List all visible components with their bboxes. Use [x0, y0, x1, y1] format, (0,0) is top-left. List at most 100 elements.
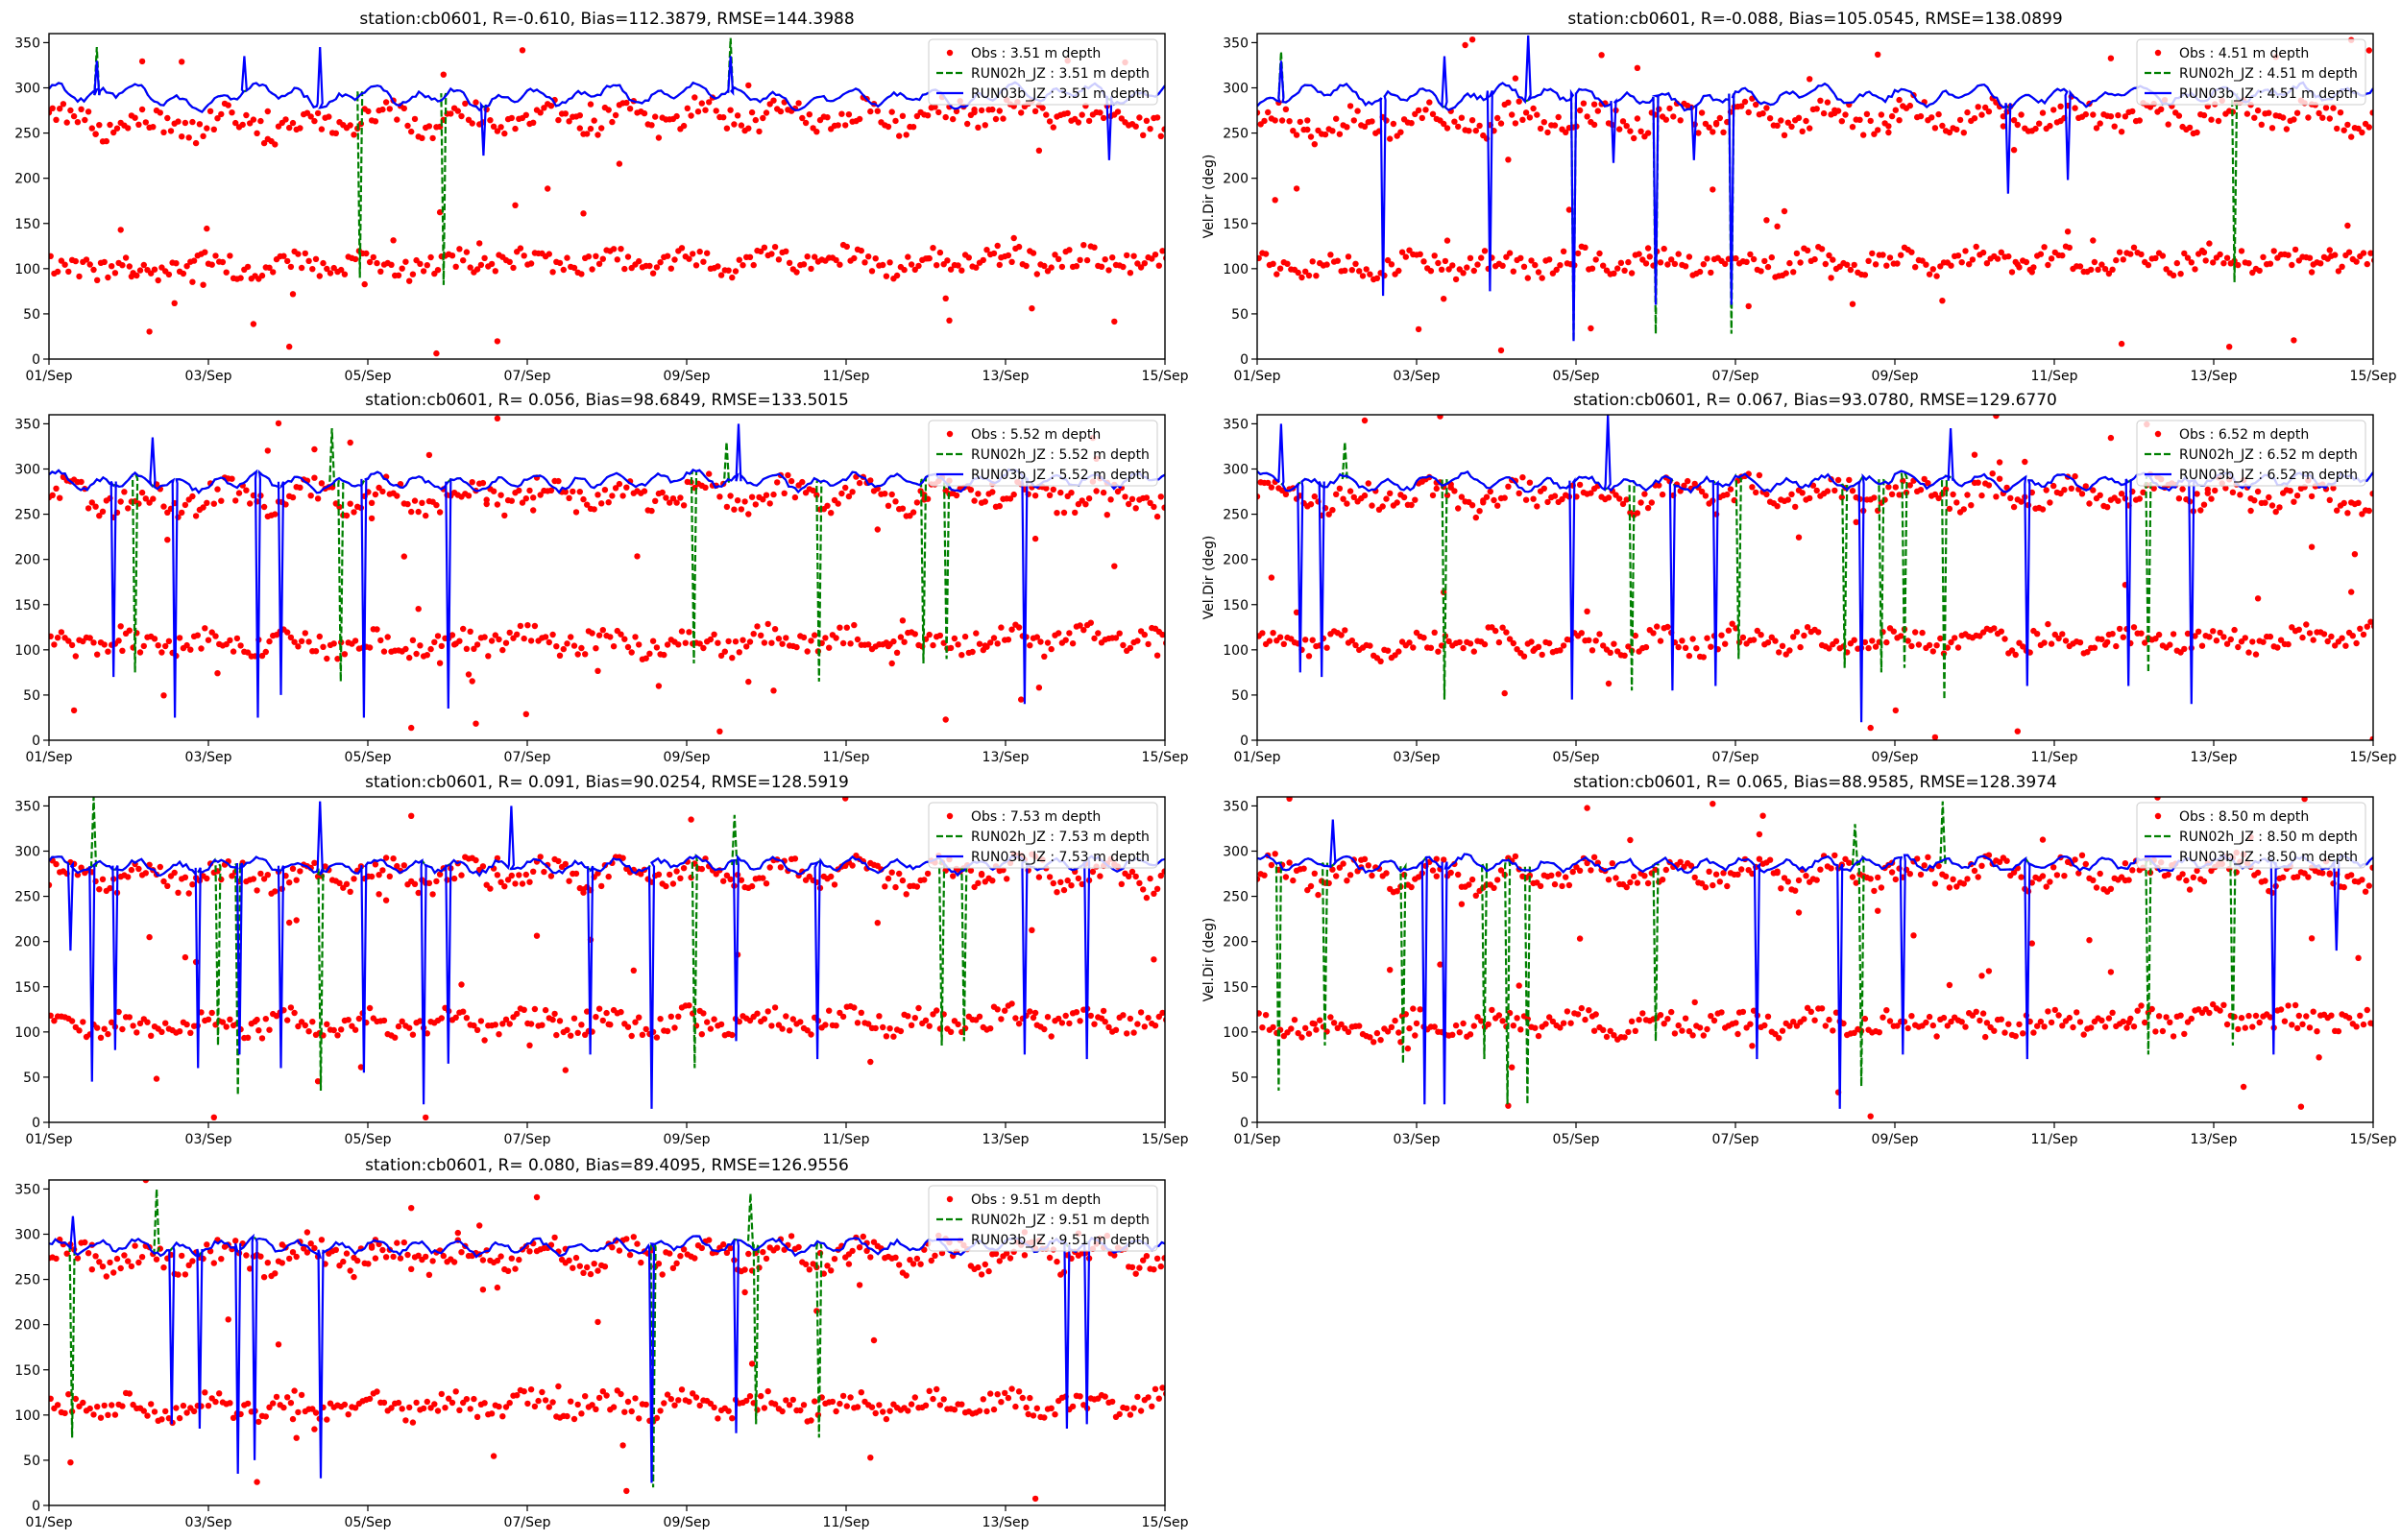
obs-point: [997, 503, 1003, 509]
obs-point: [125, 874, 131, 879]
y-tick-label: 50: [1231, 307, 1249, 323]
obs-point: [1869, 251, 1875, 256]
obs-point: [509, 1256, 515, 1262]
obs-point: [2309, 544, 2315, 550]
obs-point: [2024, 259, 2029, 265]
legend-label: RUN03b_JZ : 3.51 m depth: [971, 86, 1150, 102]
obs-point: [788, 478, 794, 484]
obs-point: [693, 1394, 699, 1400]
obs-point: [2210, 628, 2216, 634]
obs-point: [1887, 1018, 1893, 1023]
obs-point: [1898, 633, 1904, 638]
obs-point: [618, 1391, 623, 1397]
obs-point: [762, 639, 767, 645]
obs-point: [2353, 1023, 2359, 1029]
obs-point: [2255, 595, 2261, 601]
obs-point: [571, 642, 577, 648]
obs-point: [708, 637, 714, 642]
obs-point: [995, 1006, 1001, 1012]
obs-point: [1128, 1016, 1133, 1022]
obs-point: [206, 638, 211, 643]
obs-point: [1767, 115, 1773, 121]
obs-point: [369, 516, 375, 521]
obs-point: [1387, 967, 1393, 973]
obs-point: [129, 274, 134, 279]
obs-point: [2271, 248, 2277, 253]
obs-point: [311, 860, 317, 866]
obs-point: [842, 485, 848, 491]
x-tick-label: 05/Sep: [1553, 1132, 1600, 1147]
obs-point: [681, 123, 687, 129]
obs-point: [1077, 257, 1082, 263]
obs-point: [725, 1408, 731, 1414]
obs-point: [1120, 1012, 1126, 1018]
obs-point: [270, 269, 276, 275]
obs-point: [512, 203, 518, 208]
obs-point: [675, 1397, 681, 1403]
obs-point: [793, 644, 799, 650]
obs-point: [1469, 502, 1475, 508]
obs-point: [578, 645, 584, 651]
obs-point: [2077, 1019, 2083, 1024]
obs-point: [104, 1273, 109, 1279]
obs-point: [1302, 637, 1308, 642]
obs-point: [1259, 1024, 1265, 1030]
obs-point: [209, 1010, 215, 1016]
obs-point: [1796, 535, 1802, 541]
obs-point: [308, 493, 314, 498]
obs-point: [1377, 1037, 1383, 1043]
obs-point: [1641, 491, 1647, 496]
obs-point: [1761, 258, 1767, 264]
obs-point: [2299, 1022, 2305, 1027]
obs-point: [1494, 503, 1500, 509]
obs-point: [1649, 499, 1655, 505]
obs-point: [1041, 654, 1047, 660]
obs-point: [885, 643, 891, 649]
obs-point: [948, 645, 954, 651]
obs-point: [179, 510, 184, 516]
obs-point: [1491, 885, 1496, 891]
x-tick-label: 09/Sep: [664, 369, 711, 384]
obs-point: [1591, 1028, 1597, 1034]
obs-point: [1403, 253, 1409, 259]
obs-point: [1710, 129, 1715, 134]
obs-point: [948, 1029, 954, 1035]
obs-point: [1498, 120, 1504, 126]
obs-point: [211, 501, 217, 507]
obs-point: [1959, 1019, 1965, 1024]
obs-point: [227, 638, 232, 643]
obs-point: [733, 268, 739, 274]
obs-point: [584, 1264, 590, 1270]
legend-obs-marker: [947, 50, 953, 56]
obs-point: [2266, 494, 2271, 500]
obs-point: [1059, 1020, 1065, 1025]
obs-point: [549, 1399, 555, 1405]
obs-point: [1004, 876, 1009, 881]
obs-point: [523, 112, 529, 118]
obs-point: [849, 1248, 855, 1254]
obs-point: [317, 273, 323, 278]
obs-point: [1797, 259, 1803, 265]
obs-point: [182, 1271, 188, 1277]
obs-point: [681, 865, 687, 871]
obs-point: [315, 110, 321, 116]
obs-point: [373, 492, 378, 497]
obs-point: [272, 141, 278, 147]
obs-point: [1885, 123, 1891, 129]
obs-point: [958, 268, 964, 274]
obs-point: [2255, 870, 2261, 876]
obs-point: [514, 632, 520, 638]
legend-label: RUN02h_JZ : 7.53 m depth: [971, 830, 1150, 845]
x-tick-label: 15/Sep: [2350, 1132, 2397, 1147]
obs-point: [1765, 1014, 1771, 1020]
obs-point: [2029, 269, 2035, 275]
obs-point: [725, 638, 731, 644]
obs-point: [2309, 269, 2315, 275]
x-tick-label: 09/Sep: [1872, 750, 1919, 765]
obs-point: [2063, 638, 2069, 643]
obs-point: [869, 268, 875, 274]
obs-point: [981, 1396, 986, 1402]
obs-point: [2072, 105, 2077, 110]
obs-point: [410, 638, 416, 643]
obs-point: [1939, 298, 1945, 303]
